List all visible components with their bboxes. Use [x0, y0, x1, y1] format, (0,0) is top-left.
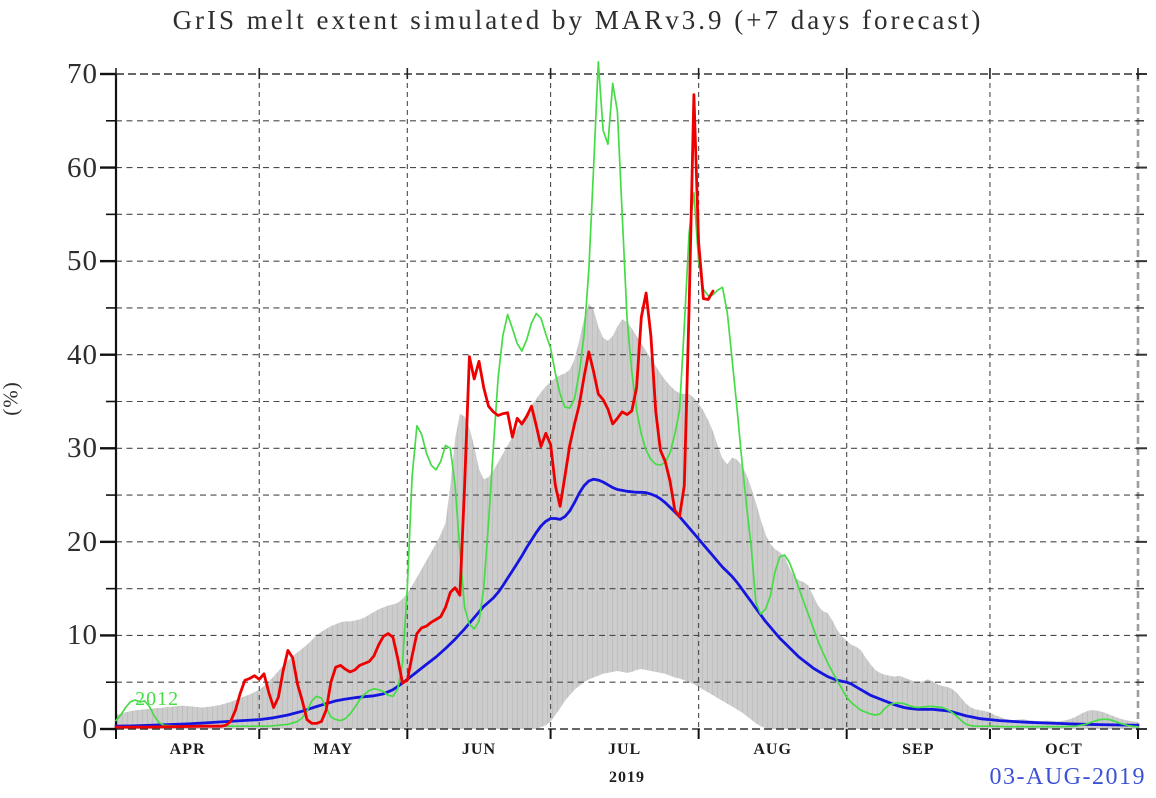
- x-axis-month-label: AUG: [753, 741, 792, 758]
- x-axis-month-label: OCT: [1045, 741, 1083, 758]
- y-tick-label: 30: [67, 432, 98, 465]
- y-tick-label: 0: [82, 713, 98, 745]
- x-axis-month-label: JUN: [461, 741, 497, 758]
- series-label-2012: 2012: [135, 688, 180, 711]
- y-tick-label: 70: [67, 58, 98, 90]
- climatology-mean-blue-line: [114, 477, 1140, 728]
- x-axis-month-label: MAY: [313, 741, 354, 758]
- x-axis-month-label: JUL: [607, 741, 642, 758]
- year-2019-red-line: [114, 93, 715, 729]
- climatology-range-band: [116, 303, 1138, 729]
- y-tick-label: 40: [67, 338, 98, 371]
- chart-title: GrIS melt extent simulated by MARv3.9 (+…: [172, 5, 984, 35]
- y-tick-label: 50: [67, 245, 98, 278]
- y-tick-label: 60: [67, 151, 98, 184]
- date-stamp: 03-AUG-2019: [989, 764, 1146, 790]
- x-axis-month-label: APR: [169, 741, 206, 758]
- y-tick-label: 20: [67, 525, 98, 558]
- x-axis-month-label: SEP: [902, 741, 935, 758]
- x-axis-year-label: 2019: [609, 769, 645, 786]
- year-2012-green-line: [115, 60, 1139, 728]
- y-tick-label: 10: [67, 619, 98, 652]
